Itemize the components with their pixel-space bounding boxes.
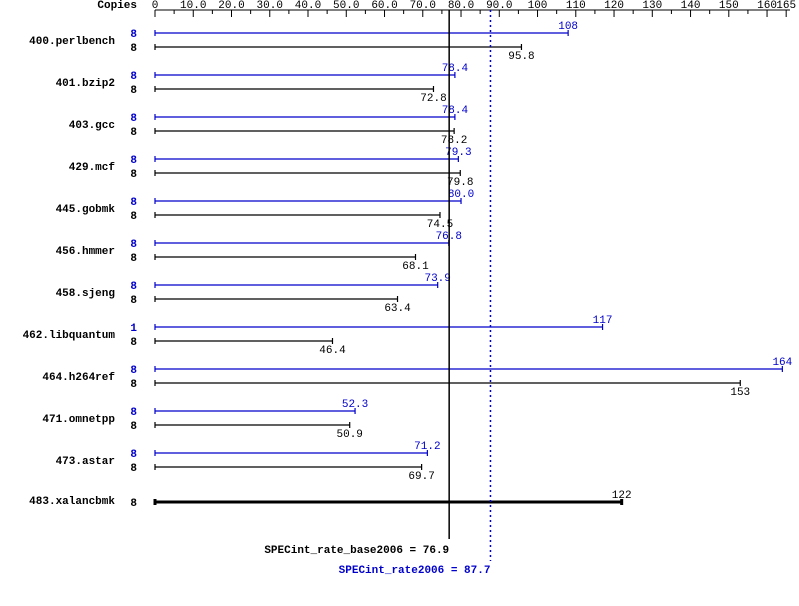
svg-text:458.sjeng: 458.sjeng [56,288,115,300]
svg-text:79.8: 79.8 [447,177,473,189]
svg-text:164: 164 [772,357,792,369]
svg-text:117: 117 [593,315,613,327]
svg-text:8: 8 [130,239,137,251]
svg-text:0: 0 [152,0,159,12]
svg-text:122: 122 [612,490,632,502]
svg-text:60.0: 60.0 [371,0,397,12]
svg-text:165: 165 [776,0,796,12]
svg-text:8: 8 [130,407,137,419]
svg-text:8: 8 [130,281,137,293]
svg-text:473.astar: 473.astar [56,456,115,468]
svg-text:403.gcc: 403.gcc [69,120,115,132]
svg-text:401.bzip2: 401.bzip2 [56,78,115,90]
svg-text:130: 130 [642,0,662,12]
svg-text:68.1: 68.1 [402,261,429,273]
spec-chart: 010.020.030.040.050.060.070.080.090.0100… [0,0,799,606]
svg-text:471.omnetpp: 471.omnetpp [42,414,115,426]
svg-text:69.7: 69.7 [408,471,434,483]
svg-text:63.4: 63.4 [384,303,411,315]
svg-text:80.0: 80.0 [448,0,474,12]
svg-text:95.8: 95.8 [508,51,534,63]
svg-text:8: 8 [130,449,137,461]
svg-text:8: 8 [130,421,137,433]
svg-text:462.libquantum: 462.libquantum [23,330,116,342]
svg-text:160: 160 [757,0,777,12]
svg-text:8: 8 [130,155,137,167]
svg-text:8: 8 [130,85,137,97]
svg-text:8: 8 [130,498,137,510]
svg-text:400.perlbench: 400.perlbench [29,36,115,48]
svg-text:8: 8 [130,211,137,223]
svg-text:78.2: 78.2 [441,135,467,147]
svg-text:464.h264ref: 464.h264ref [42,372,115,384]
svg-text:8: 8 [130,29,137,41]
svg-text:71.2: 71.2 [414,441,440,453]
svg-text:8: 8 [130,113,137,125]
svg-text:50.0: 50.0 [333,0,359,12]
svg-text:8: 8 [130,197,137,209]
svg-text:Copies: Copies [97,0,137,12]
svg-text:8: 8 [130,379,137,391]
svg-text:110: 110 [566,0,586,12]
svg-text:429.mcf: 429.mcf [69,162,116,174]
svg-text:8: 8 [130,253,137,265]
svg-text:8: 8 [130,71,137,83]
svg-text:SPECint_rate2006 = 87.7: SPECint_rate2006 = 87.7 [339,565,491,577]
svg-text:483.xalancbmk: 483.xalancbmk [29,496,115,508]
svg-text:8: 8 [130,295,137,307]
svg-text:78.4: 78.4 [442,105,469,117]
svg-text:140: 140 [681,0,701,12]
svg-text:456.hmmer: 456.hmmer [56,246,115,258]
svg-text:40.0: 40.0 [295,0,321,12]
svg-text:8: 8 [130,169,137,181]
svg-text:80.0: 80.0 [448,189,474,201]
svg-text:73.9: 73.9 [424,273,450,285]
svg-text:8: 8 [130,337,137,349]
svg-text:8: 8 [130,43,137,55]
svg-text:78.4: 78.4 [442,63,469,75]
svg-text:46.4: 46.4 [319,345,346,357]
svg-text:70.0: 70.0 [410,0,436,12]
svg-text:72.8: 72.8 [420,93,446,105]
svg-text:8: 8 [130,463,137,475]
svg-text:50.9: 50.9 [337,429,363,441]
svg-text:120: 120 [604,0,624,12]
svg-text:100: 100 [528,0,548,12]
svg-text:10.0: 10.0 [180,0,206,12]
svg-text:1: 1 [130,323,137,335]
svg-text:SPECint_rate_base2006 = 76.9: SPECint_rate_base2006 = 76.9 [264,545,449,557]
svg-text:20.0: 20.0 [218,0,244,12]
svg-text:8: 8 [130,365,137,377]
svg-text:52.3: 52.3 [342,399,368,411]
svg-text:445.gobmk: 445.gobmk [56,204,116,216]
svg-text:108: 108 [558,21,578,33]
svg-text:8: 8 [130,127,137,139]
svg-text:153: 153 [730,387,750,399]
chart-svg: 010.020.030.040.050.060.070.080.090.0100… [0,0,799,606]
svg-text:150: 150 [719,0,739,12]
svg-text:30.0: 30.0 [257,0,283,12]
